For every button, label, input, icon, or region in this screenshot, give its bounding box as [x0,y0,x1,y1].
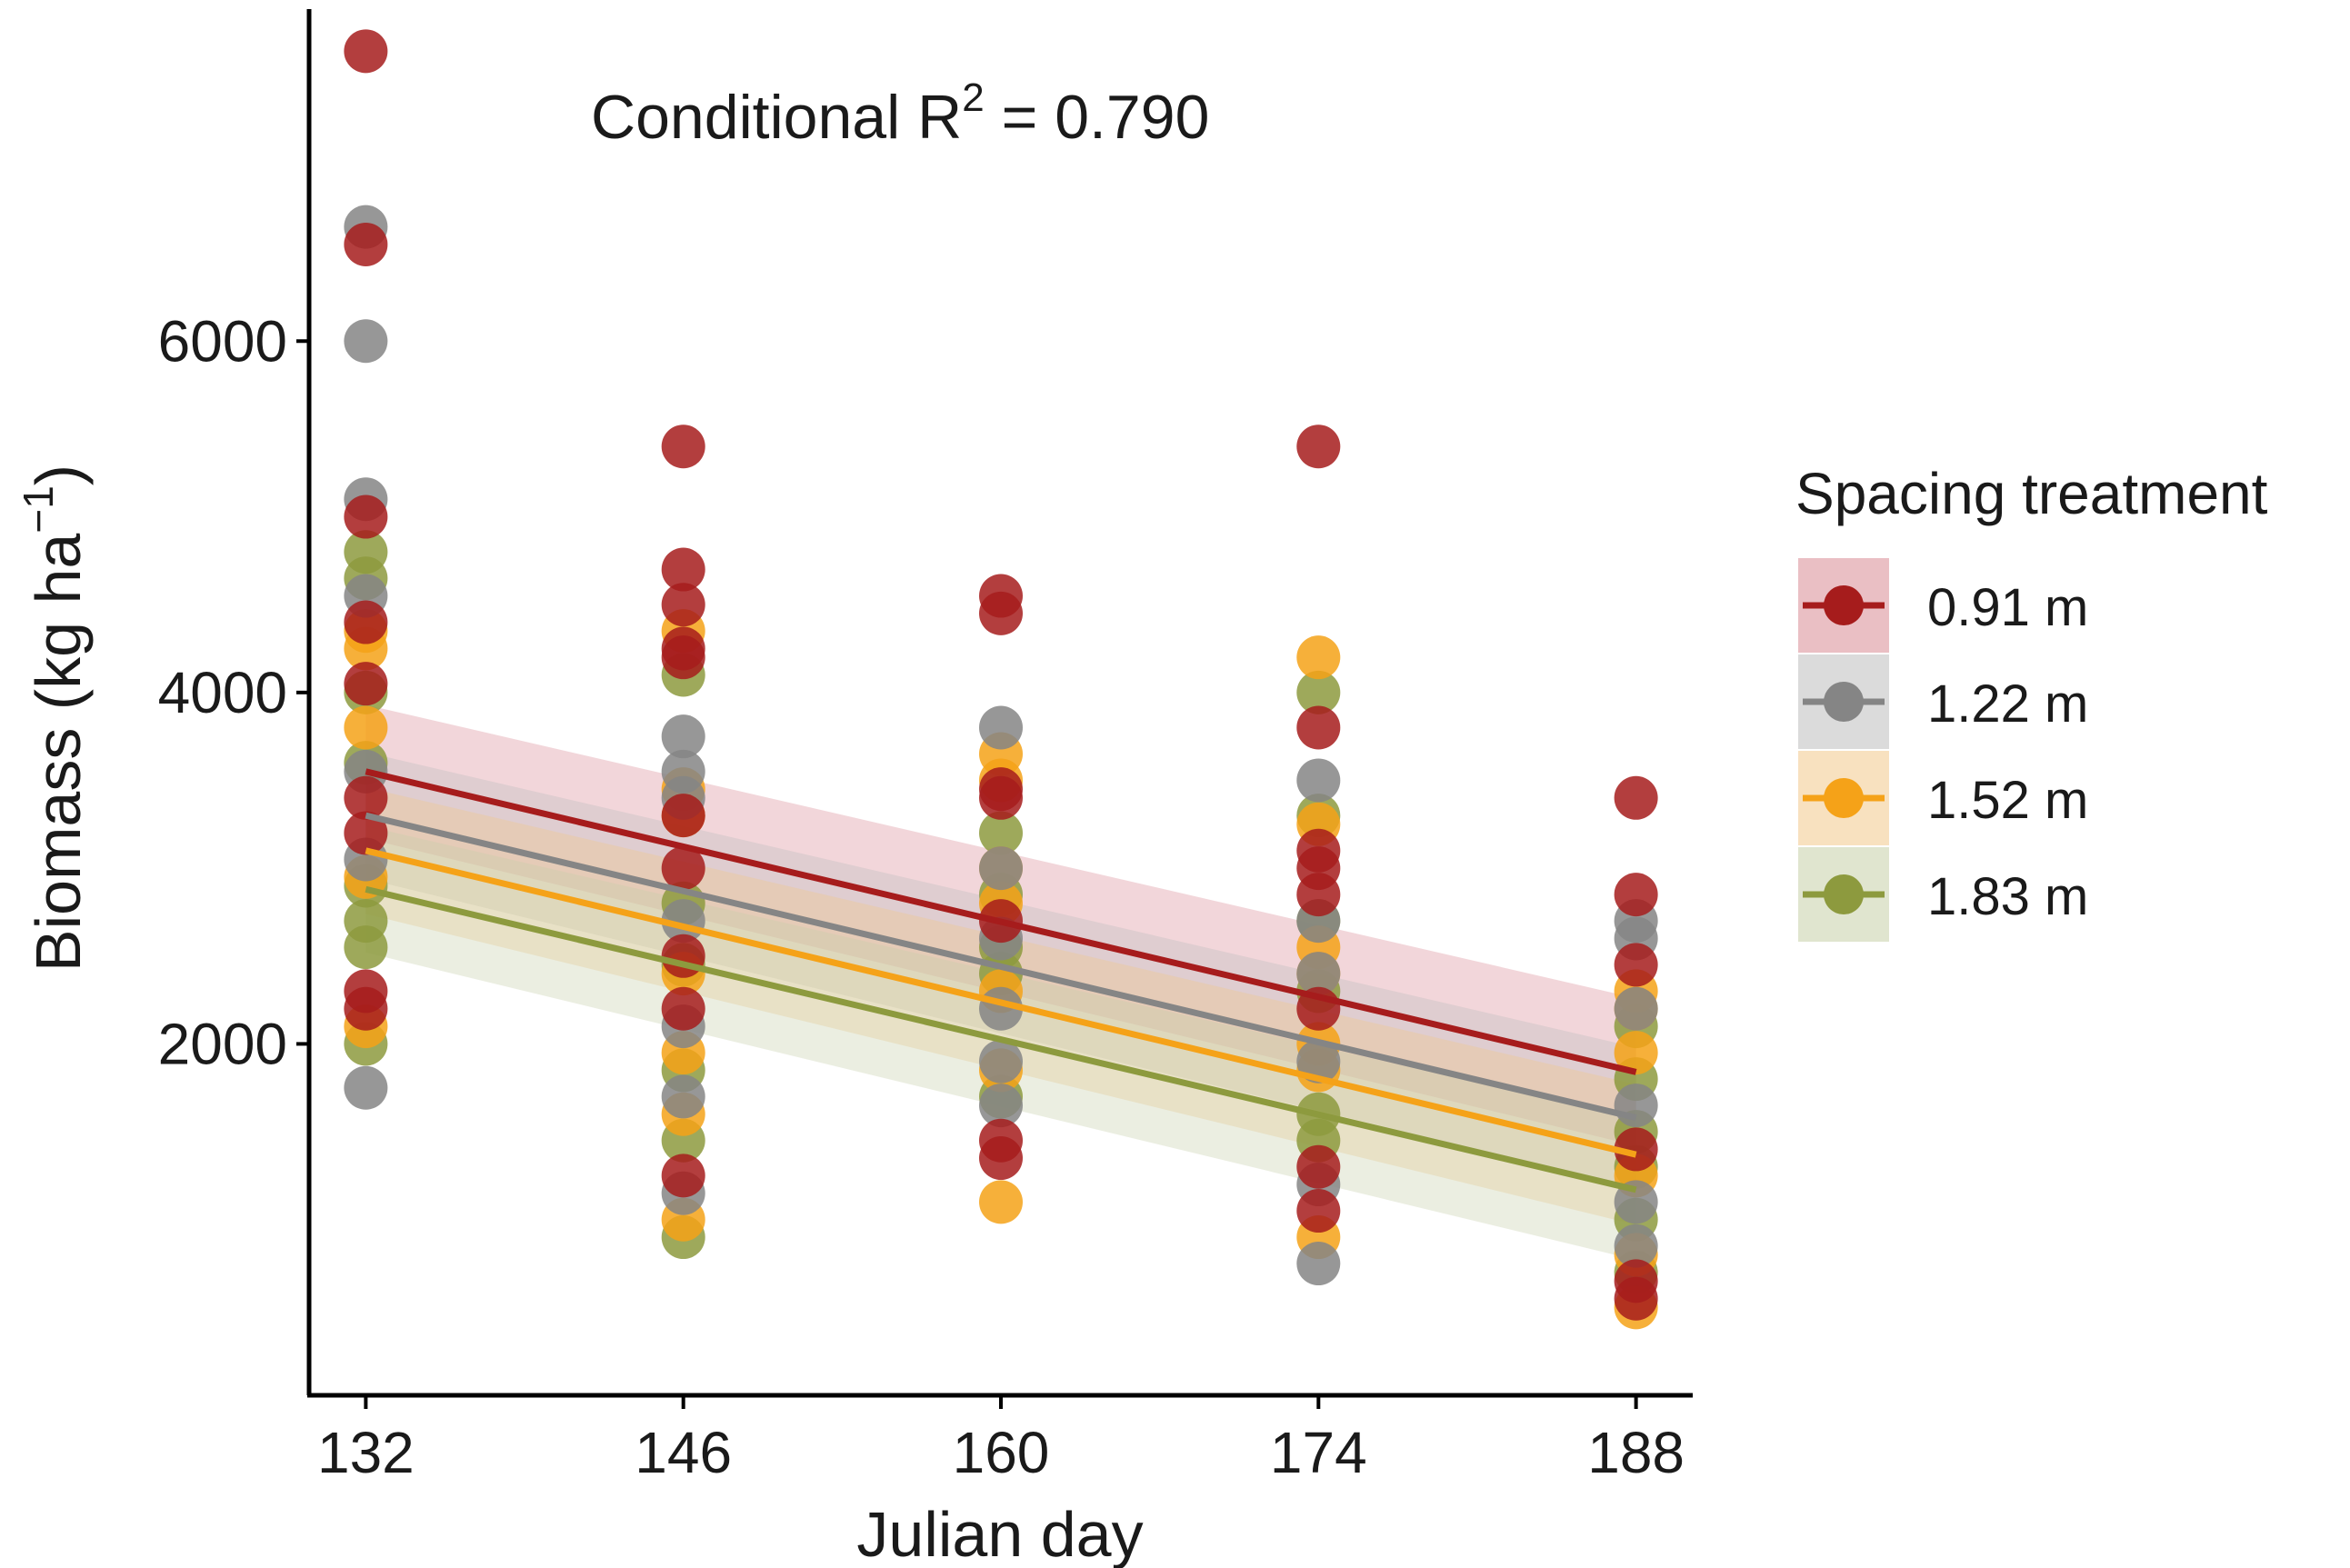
y-tick-label-2000: 2000 [158,1011,287,1076]
legend-title: Spacing treatment [1795,461,2268,526]
point-1-83-m-6 [344,925,388,970]
x-tick-label-174: 174 [1270,1420,1367,1485]
y-axis-title-close: ) [23,464,94,485]
point-1-22-m-18 [979,1039,1023,1084]
point-1-22-m-22 [1296,952,1341,996]
legend-entries: 0.91 m 1.22 m 1.52 m 1.83 m [1798,558,2088,942]
legend-entry-1-22-m: 1.22 m [1798,654,2088,749]
point-1-52-m-18 [979,1180,1023,1224]
point-1-22-m-30 [1614,1180,1658,1224]
y-axis-title-superscript: −1 [15,485,62,533]
point-1-22-m-23 [1296,1039,1341,1084]
point-1-22-m-15 [979,846,1023,891]
point-0-91-m-33 [1296,1189,1341,1233]
legend-key-point-1-83-m [1824,874,1864,914]
x-axis-ticks: 132 146 160 174 188 [317,1395,1685,1485]
legend-entry-1-52-m: 1.52 m [1798,751,2088,845]
point-0-91-m-35 [1614,873,1658,917]
legend-key-point-1-22-m [1824,682,1864,722]
y-tick-label-4000: 4000 [158,660,287,725]
point-0-91-m-20 [979,591,1023,635]
x-axis-title: Julian day [856,1499,1143,1568]
point-1-22-m-20 [1296,758,1341,803]
point-1-22-m-19 [979,1084,1023,1128]
point-0-91-m-1 [344,222,388,266]
point-1-83-m-14 [979,811,1023,855]
point-1-22-m-14 [979,705,1023,750]
point-0-91-m-0 [344,29,388,74]
point-1-52-m-28 [1614,1031,1658,1075]
point-0-91-m-6 [344,811,388,855]
point-0-91-m-25 [979,1136,1023,1181]
point-0-91-m-27 [1296,705,1341,750]
point-0-91-m-8 [344,986,388,1031]
point-0-91-m-34 [1614,775,1658,820]
point-1-52-m-2 [344,705,388,750]
point-0-91-m-30 [1296,873,1341,917]
point-0-91-m-4 [344,662,388,706]
point-1-22-m-31 [1614,1223,1658,1268]
legend-entry-0-91-m: 0.91 m [1798,558,2088,653]
point-0-91-m-5 [344,775,388,820]
point-1-22-m-1 [344,319,388,364]
trend-line-0-91-m [365,768,1637,1075]
point-0-91-m-17 [661,986,705,1031]
point-0-91-m-3 [344,600,388,644]
point-1-83-m-19 [1296,670,1341,714]
legend-key-point-1-52-m [1824,778,1864,818]
point-0-91-m-36 [1614,943,1658,987]
y-axis-title: Biomass (kg ha−1) [15,464,94,972]
point-0-91-m-13 [661,635,705,680]
point-0-91-m-11 [661,583,705,627]
legend-key-point-0-91-m [1824,585,1864,625]
point-0-91-m-9 [661,424,705,469]
trend-line-1-22-m [365,812,1637,1122]
point-1-22-m-25 [1296,1242,1341,1286]
y-axis-title-main: Biomass (kg ha [23,534,94,972]
annotation-prefix: Conditional R [591,83,962,152]
point-0-91-m-18 [661,1154,705,1198]
point-0-91-m-39 [1614,1276,1658,1321]
point-0-91-m-32 [1296,1144,1341,1189]
point-1-52-m-19 [1296,635,1341,680]
legend-label-0-91-m: 0.91 m [1927,578,2088,637]
y-axis-ticks: 2000 4000 6000 [158,308,309,1076]
point-0-91-m-37 [1614,1127,1658,1172]
annotation-suffix: = 0.790 [985,83,1210,152]
point-0-91-m-26 [1296,424,1341,469]
point-0-91-m-22 [979,775,1023,820]
point-1-22-m-12 [661,1074,705,1119]
point-0-91-m-16 [661,934,705,978]
legend-label-1-22-m: 1.22 m [1927,674,2088,734]
point-0-91-m-2 [344,494,388,539]
point-1-22-m-7 [661,714,705,759]
legend-entry-1-83-m: 1.83 m [1798,847,2088,942]
x-tick-label-188: 188 [1587,1420,1685,1485]
point-0-91-m-14 [661,794,705,838]
point-0-91-m-10 [661,547,705,592]
x-tick-label-132: 132 [317,1420,415,1485]
x-tick-label-160: 160 [953,1420,1050,1485]
point-0-91-m-15 [661,846,705,891]
x-tick-label-146: 146 [635,1420,732,1485]
legend-label-1-83-m: 1.83 m [1927,867,2088,926]
trend-line-1-83-m [365,885,1637,1193]
point-1-22-m-29 [1614,1084,1658,1128]
legend: Spacing treatment 0.91 m 1.22 m 1.52 m 1.83… [1795,461,2268,942]
point-1-22-m-28 [1614,986,1658,1031]
point-1-22-m-6 [344,1065,388,1110]
trend-line-1-52-m [365,847,1637,1158]
legend-label-1-52-m: 1.52 m [1927,771,2088,830]
r-squared-annotation: Conditional R2 = 0.790 [591,75,1209,152]
annotation-superscript: 2 [962,75,984,120]
trend-lines [365,768,1637,1193]
y-tick-label-6000: 6000 [158,308,287,374]
